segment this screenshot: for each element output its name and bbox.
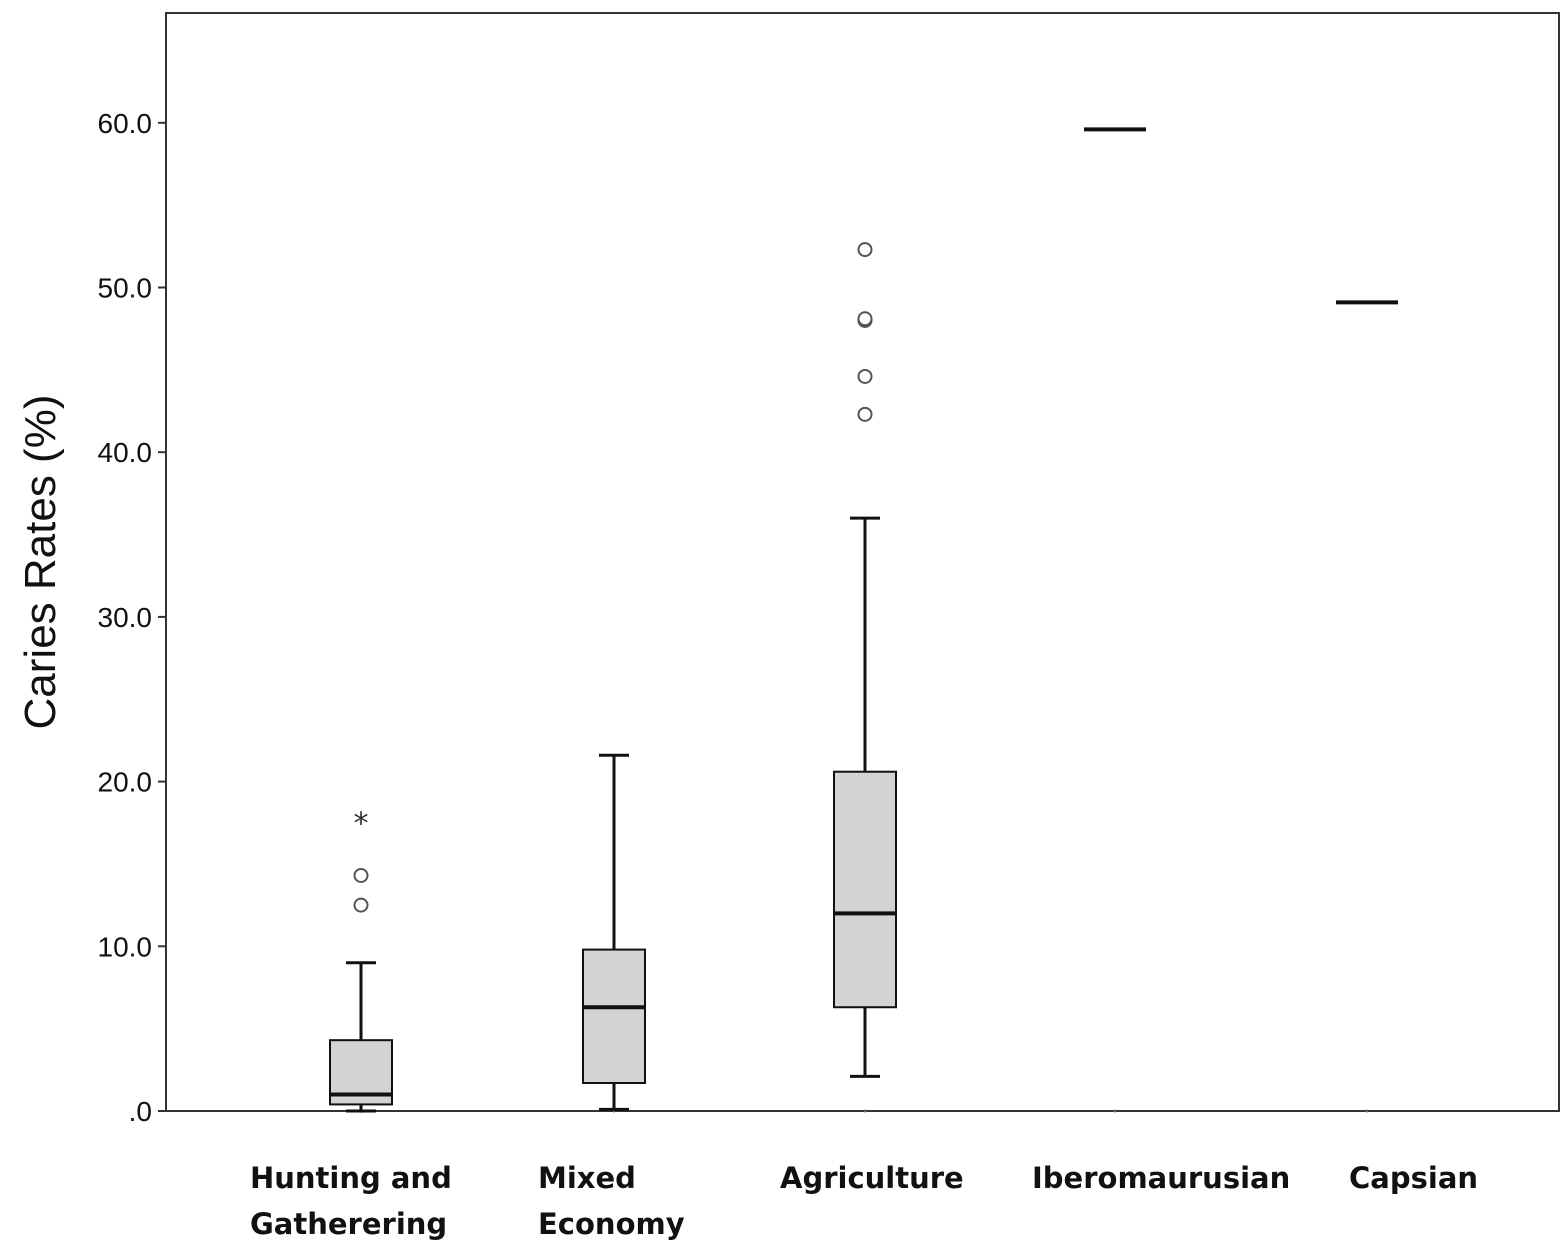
x-category-label: Capsian bbox=[1349, 1161, 1478, 1195]
y-tick-label: 20.0 bbox=[98, 767, 153, 798]
x-category-label: Mixed bbox=[538, 1161, 636, 1195]
outlier-point bbox=[857, 406, 873, 422]
outlier-point bbox=[857, 368, 873, 384]
x-axis-labels: Hunting and Gatherering Mixed Economy Agricu… bbox=[250, 1161, 1478, 1241]
outlier-point bbox=[353, 897, 369, 913]
outlier-point bbox=[353, 867, 369, 883]
y-tick-label: 30.0 bbox=[98, 602, 153, 633]
x-category-label: Hunting and bbox=[250, 1161, 452, 1195]
y-axis: .0 10.0 20.0 30.0 40.0 50.0 60.0 bbox=[98, 108, 166, 1127]
x-category-label: Economy bbox=[538, 1207, 685, 1241]
outlier-point bbox=[857, 242, 873, 258]
iqr-box bbox=[833, 770, 897, 1009]
x-category-label: Iberomaurusian bbox=[1032, 1161, 1290, 1195]
y-tick-label: 60.0 bbox=[98, 108, 153, 139]
plot-frame bbox=[165, 12, 1560, 1112]
x-category-label: Gatherering bbox=[250, 1207, 447, 1241]
y-tick-label: 40.0 bbox=[98, 437, 153, 468]
iqr-box bbox=[582, 948, 646, 1085]
y-axis-title: Caries Rates (%) bbox=[16, 395, 65, 730]
y-tick-label: 10.0 bbox=[98, 931, 153, 962]
y-tick-label: 50.0 bbox=[98, 273, 153, 304]
outlier-point bbox=[857, 311, 873, 327]
box-series: * bbox=[329, 127, 1398, 1113]
extreme-point: * bbox=[354, 806, 369, 841]
x-category-label: Agriculture bbox=[780, 1161, 964, 1195]
y-tick-label: .0 bbox=[129, 1096, 152, 1127]
